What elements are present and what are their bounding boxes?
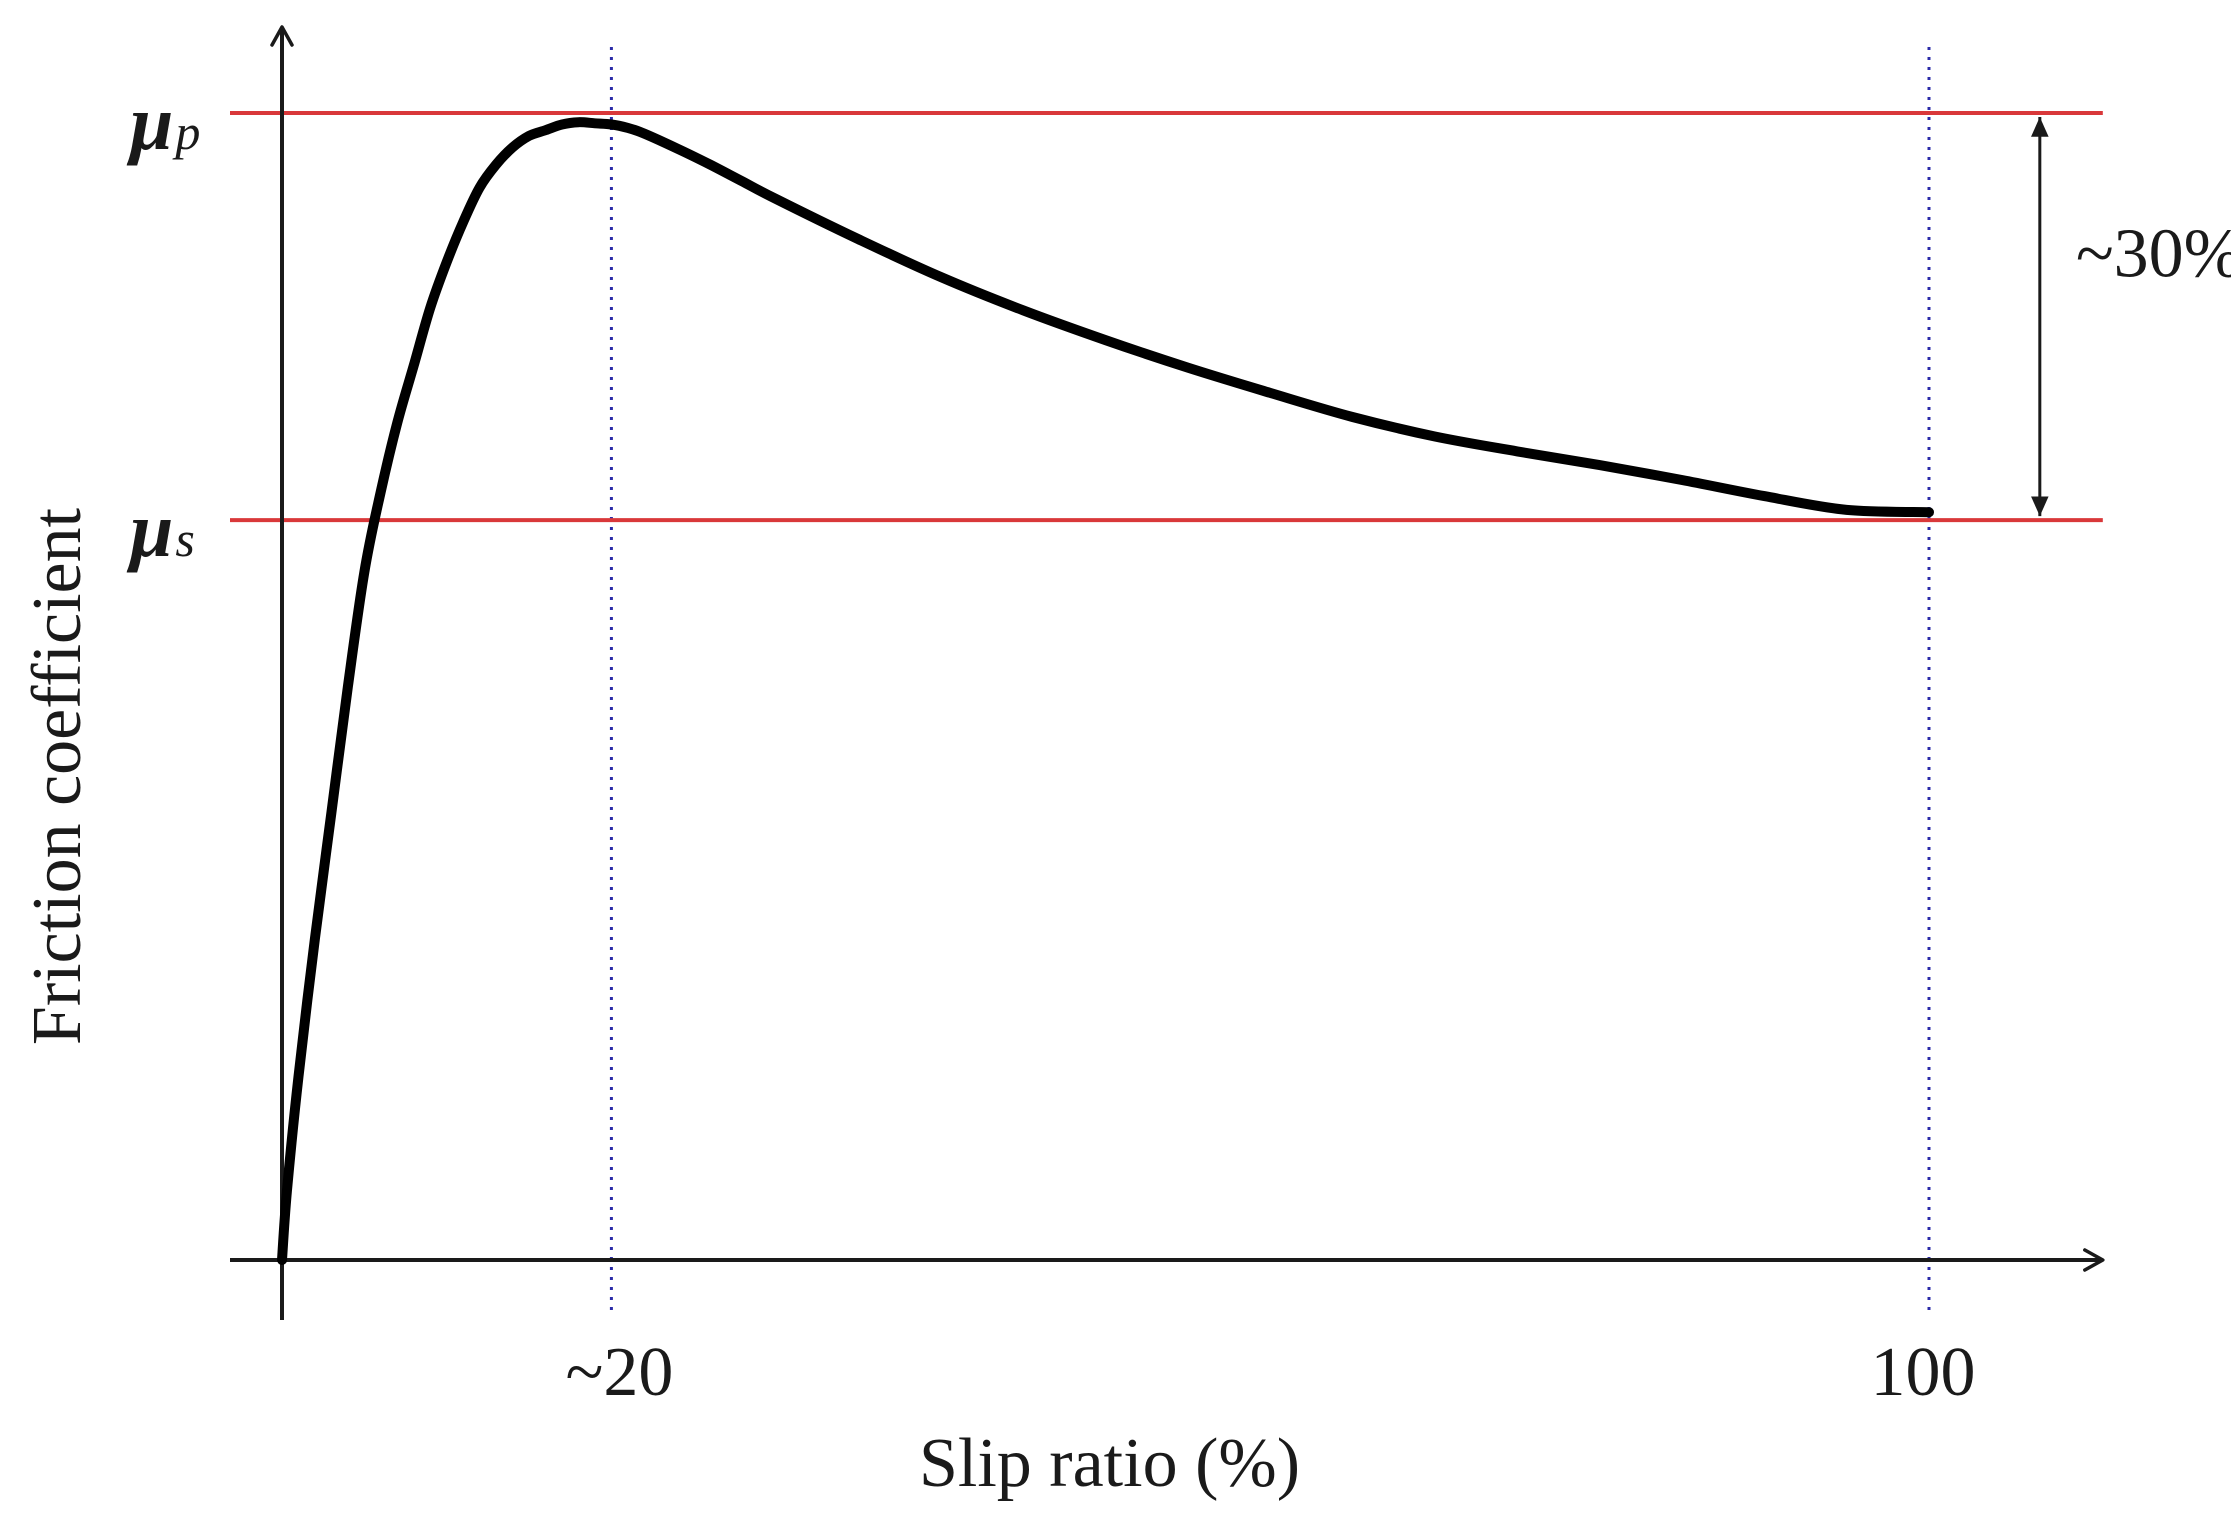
difference-annotation: ~30%: [2076, 216, 2231, 293]
x-tick-label-1: 100: [1871, 1334, 1976, 1411]
y-tick-subscript: p: [172, 104, 200, 160]
y-tick-label-0: μp: [126, 79, 200, 166]
y-axis-label: Friction coefficient: [19, 507, 96, 1045]
x-axis-label: Slip ratio (%): [919, 1425, 1300, 1502]
friction-curve: [277, 117, 1934, 1265]
y-tick-symbol: μ: [126, 486, 173, 573]
x-tick-labels: ~20 100: [565, 1334, 1975, 1411]
guide-lines: [609, 47, 1931, 1315]
y-tick-label-1: μs: [126, 486, 195, 573]
y-tick-symbol: μ: [126, 79, 173, 166]
reference-lines: [230, 111, 2103, 523]
y-tick-subscript: s: [175, 511, 194, 567]
x-tick-label-0: ~20: [565, 1334, 673, 1411]
